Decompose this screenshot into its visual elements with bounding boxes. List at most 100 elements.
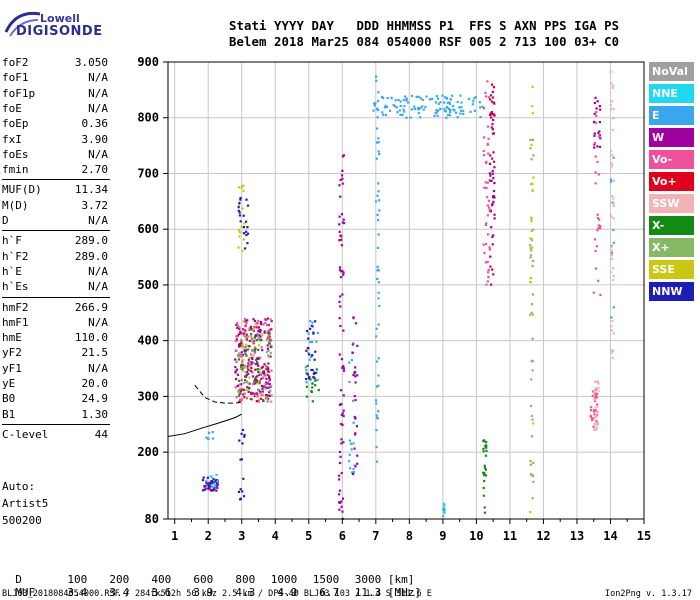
param-value: N/A bbox=[88, 147, 108, 161]
echo-point bbox=[493, 217, 496, 220]
echo-point bbox=[353, 433, 357, 436]
echo-point bbox=[235, 360, 238, 364]
echo-point bbox=[242, 393, 245, 396]
echo-point bbox=[490, 179, 493, 182]
echo-point bbox=[241, 345, 244, 349]
echo-point bbox=[399, 100, 402, 103]
echo-point bbox=[242, 225, 246, 229]
echo-point bbox=[610, 215, 613, 219]
echo-point bbox=[491, 169, 494, 173]
echo-point bbox=[338, 215, 341, 218]
echo-point bbox=[265, 367, 268, 370]
y-tick-label: 500 bbox=[137, 278, 159, 292]
echo-point bbox=[375, 127, 379, 130]
echo-point bbox=[478, 101, 481, 104]
echo-point bbox=[595, 428, 598, 431]
echo-point bbox=[239, 367, 242, 370]
echo-point bbox=[307, 337, 310, 340]
echo-point bbox=[247, 372, 250, 375]
echo-point bbox=[248, 360, 251, 363]
echo-point bbox=[252, 382, 255, 386]
echo-point bbox=[439, 107, 442, 110]
echo-point bbox=[610, 249, 613, 252]
echo-point bbox=[529, 254, 533, 257]
muf-value: 6.7 bbox=[319, 586, 340, 599]
echo-point bbox=[610, 351, 613, 354]
echo-point bbox=[415, 95, 418, 99]
echo-point bbox=[594, 182, 597, 185]
echo-point bbox=[209, 482, 213, 485]
echo-point bbox=[459, 112, 462, 115]
echo-point bbox=[435, 109, 438, 112]
echo-point bbox=[242, 189, 245, 192]
param-separator bbox=[2, 179, 110, 181]
echo-point bbox=[259, 329, 262, 332]
echo-point bbox=[246, 386, 249, 389]
distance-values: 100 200 400 600 800 1000 1500 3000 bbox=[45, 573, 381, 586]
echo-point bbox=[612, 202, 615, 205]
param-label: h`F bbox=[2, 234, 22, 248]
echo-point bbox=[529, 463, 532, 466]
echo-point bbox=[258, 373, 261, 376]
echo-point bbox=[238, 352, 241, 355]
echo-point bbox=[259, 372, 262, 375]
echo-point bbox=[248, 382, 251, 385]
echo-point bbox=[314, 350, 317, 353]
echo-point bbox=[342, 367, 345, 370]
echo-point bbox=[267, 355, 271, 358]
echo-point bbox=[213, 485, 216, 488]
auto-label: Auto: bbox=[2, 480, 36, 493]
echo-point bbox=[352, 342, 355, 345]
echo-point bbox=[484, 91, 487, 94]
echo-point bbox=[593, 134, 596, 137]
x-tick-label: 8 bbox=[406, 529, 413, 543]
echo-point bbox=[341, 293, 344, 296]
echo-point bbox=[253, 336, 256, 339]
echo-point bbox=[236, 384, 240, 388]
echo-point bbox=[612, 241, 615, 244]
echo-point bbox=[491, 157, 494, 160]
echo-point bbox=[598, 145, 602, 149]
echo-point bbox=[594, 267, 598, 270]
echo-point bbox=[305, 381, 308, 384]
echo-point bbox=[245, 230, 248, 233]
echo-point bbox=[531, 497, 534, 500]
echo-point bbox=[338, 403, 342, 406]
echo-point bbox=[268, 342, 272, 346]
echo-point bbox=[490, 116, 493, 119]
echo-point bbox=[419, 97, 422, 100]
echo-point bbox=[456, 116, 459, 119]
d-value: 400 bbox=[151, 573, 172, 586]
param-row: foF1 N/A bbox=[2, 71, 108, 85]
echo-point bbox=[612, 306, 615, 309]
param-value: N/A bbox=[88, 264, 108, 278]
echo-point bbox=[250, 398, 254, 401]
echo-point bbox=[315, 368, 318, 371]
echo-point bbox=[241, 207, 244, 210]
echo-point bbox=[243, 349, 246, 352]
echo-point bbox=[593, 101, 597, 105]
param-value: 11.34 bbox=[74, 183, 108, 197]
echo-point bbox=[342, 222, 346, 225]
echo-point bbox=[597, 227, 600, 230]
echo-point bbox=[375, 335, 378, 338]
echo-point bbox=[259, 320, 263, 324]
echo-point bbox=[268, 332, 271, 335]
echo-point bbox=[255, 378, 258, 382]
echo-point bbox=[355, 425, 359, 428]
echo-point bbox=[309, 327, 312, 330]
echo-point bbox=[239, 365, 243, 368]
header-labels: Stati YYYY DAY DDD HHMMSS P1 FFS S AXN P… bbox=[229, 19, 620, 33]
echo-point bbox=[270, 400, 273, 403]
echo-point bbox=[260, 377, 263, 380]
echo-point bbox=[487, 206, 491, 209]
header-values: Belem 2018 Mar25 084 054000 RSF 005 2 71… bbox=[229, 35, 620, 49]
echo-point bbox=[339, 178, 342, 182]
param-row: hmF2 266.9 bbox=[2, 301, 108, 315]
echo-point bbox=[530, 143, 533, 146]
echo-point bbox=[243, 334, 247, 337]
echo-point bbox=[596, 423, 600, 426]
echo-point bbox=[487, 268, 490, 271]
echo-point bbox=[242, 238, 246, 241]
y-tick-label: 700 bbox=[137, 166, 159, 180]
